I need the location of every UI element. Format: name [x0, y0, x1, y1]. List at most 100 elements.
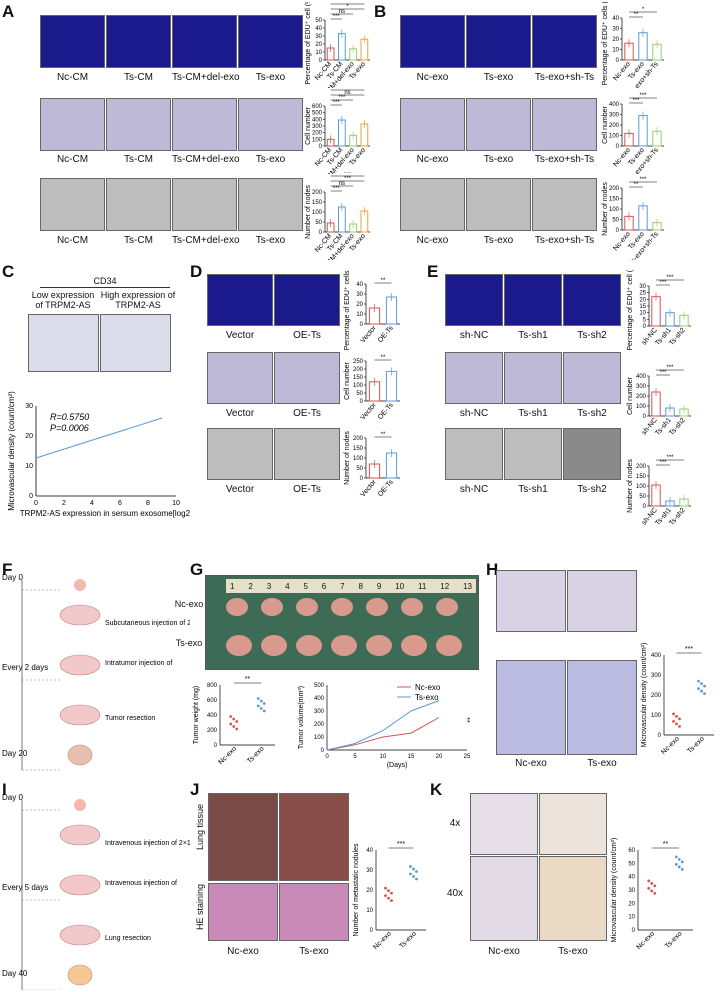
micrograph-h-ts-zoom — [567, 660, 637, 755]
group-label: Ts-exo — [483, 235, 514, 246]
tumor-photo: 1 2 3 4 5 6 7 8 9 10 11 12 13 — [205, 575, 479, 670]
y-axis-label: Number of nodes — [602, 182, 609, 236]
group-label: sh-NC — [459, 484, 489, 495]
y-tick-label: 600 — [312, 104, 323, 110]
micrograph-transwell — [274, 352, 340, 404]
y-axis-label: Number of nodes — [627, 459, 634, 513]
chart-b-cellnum: Cell number0100200300400Nc-exoTs-exoTs-e… — [602, 93, 664, 174]
panel-letter-i: I — [2, 780, 7, 799]
micrograph-edu — [445, 274, 503, 326]
group-label: Ts-exo+sh-Ts — [534, 154, 595, 165]
data-point — [235, 727, 239, 731]
micrograph-edu — [466, 15, 531, 68]
y-tick-label: 20 — [366, 888, 373, 894]
y-axis-label: Cell number — [627, 376, 634, 414]
panel-f-schematic: Day 0 Every 2 days Day 20 Subcutaneous inje… — [2, 573, 190, 771]
y-tick-label: 30 — [628, 888, 635, 894]
sig-label: *** — [639, 93, 647, 99]
group-label: Vector — [225, 484, 255, 495]
micrograph-tube — [238, 178, 303, 231]
sig-label: ns — [339, 181, 345, 187]
y-axis-label: Percentage of EDU⁺ cells (%) — [602, 2, 609, 85]
data-point — [675, 722, 678, 726]
micrograph-transwell — [466, 98, 531, 151]
micrograph-transwell — [532, 98, 597, 151]
y-tick-label: 0 — [643, 504, 647, 510]
sig-label: *** — [632, 98, 640, 104]
y-tick-label: 100 — [636, 404, 647, 410]
x-tick-label: OE-Ts — [377, 324, 395, 344]
y-tick-label: 300 — [609, 113, 620, 119]
micrograph-tube — [274, 428, 340, 480]
ruler-mark: 4 — [285, 581, 290, 591]
sig-label: *** — [685, 646, 693, 653]
mouse-icon — [59, 924, 101, 946]
x-axis-label: (Days) — [387, 762, 408, 769]
y-tick-label: 0 — [643, 324, 647, 330]
mouse-icon — [59, 654, 101, 676]
micrograph-transwell — [400, 98, 465, 151]
protocol-step: Intravenous injection of 2×10⁶ NOZ cells — [105, 840, 190, 847]
y-tick-label: 0 — [632, 928, 636, 934]
panel-letter-e: E — [427, 262, 439, 281]
data-point — [262, 702, 266, 705]
group-label: Ts-exo — [483, 154, 514, 165]
timeline-day: Every 5 days — [2, 883, 48, 892]
y-tick-label: 300 — [312, 124, 323, 130]
micrograph-tube — [207, 428, 273, 480]
y-tick-label: 0 — [29, 493, 33, 500]
bar — [385, 296, 398, 325]
x-tick-label: Nc-exo — [636, 930, 657, 951]
sig-label: ** — [663, 841, 669, 848]
x-tick-label: Ts-exo — [398, 930, 418, 950]
sig-label: *** — [666, 365, 674, 371]
data-point — [703, 692, 706, 695]
data-point — [680, 868, 684, 871]
protocol-step: Intratumor injection of — [105, 660, 172, 667]
data-point — [697, 687, 700, 690]
ruler-mark: 5 — [303, 581, 308, 591]
ruler-mark: 12 — [440, 581, 450, 591]
sig-label: ** — [245, 676, 251, 683]
group-label: Ts-exo+sh-Ts — [534, 72, 595, 83]
group-label: Nc-exo — [416, 154, 449, 165]
micrograph-transwell — [106, 98, 171, 151]
y-tick-label: 0 — [616, 228, 620, 234]
data-point — [674, 855, 678, 859]
x-tick-label: 8 — [146, 500, 150, 507]
x-tick-label: 2 — [62, 500, 66, 507]
data-point — [697, 679, 700, 683]
sig-label: *** — [344, 172, 352, 177]
panel-letter-g: G — [190, 560, 204, 579]
data-point — [232, 717, 236, 721]
y-tick-label: 30 — [366, 868, 373, 874]
y-tick-label: 10 — [25, 463, 33, 470]
group-label: Nc-exo — [416, 72, 449, 83]
bar — [638, 32, 648, 61]
data-point — [672, 712, 675, 716]
y-tick-label: 0 — [616, 144, 620, 150]
group-label: Nc-exo — [515, 758, 547, 769]
y-tick-label: 200 — [353, 367, 364, 373]
timeline-day: Day 0 — [2, 573, 23, 582]
chart-b-nodes: Number of nodes 050100150200Nc-exoTs-exoT… — [602, 177, 664, 260]
data-point — [256, 704, 260, 708]
y-tick-label: 50 — [356, 466, 363, 472]
group-label: Ts-exo — [299, 946, 329, 957]
sig-label: ** — [634, 12, 639, 18]
group-label: Ts-exo — [255, 154, 286, 165]
y-tick-label: 20 — [628, 901, 635, 907]
data-point — [415, 877, 418, 881]
y-tick-label: 40 — [366, 848, 373, 854]
y-tick-label: 40 — [612, 16, 619, 22]
ruler-mark: 9 — [376, 581, 382, 591]
chart-b-edu: Percentage of EDU⁺ cells (%) 010203040Nc-… — [602, 2, 664, 88]
y-tick-label: 40 — [356, 282, 363, 288]
y-axis-label: Tumor weight (mg) — [193, 686, 200, 744]
y-tick-label: 200 — [312, 131, 323, 137]
micrograph-edu — [563, 274, 621, 326]
y-tick-label: 100 — [609, 207, 620, 213]
sig-label: ** — [381, 355, 386, 361]
data-point — [653, 884, 657, 888]
sig-label: *** — [659, 370, 667, 376]
